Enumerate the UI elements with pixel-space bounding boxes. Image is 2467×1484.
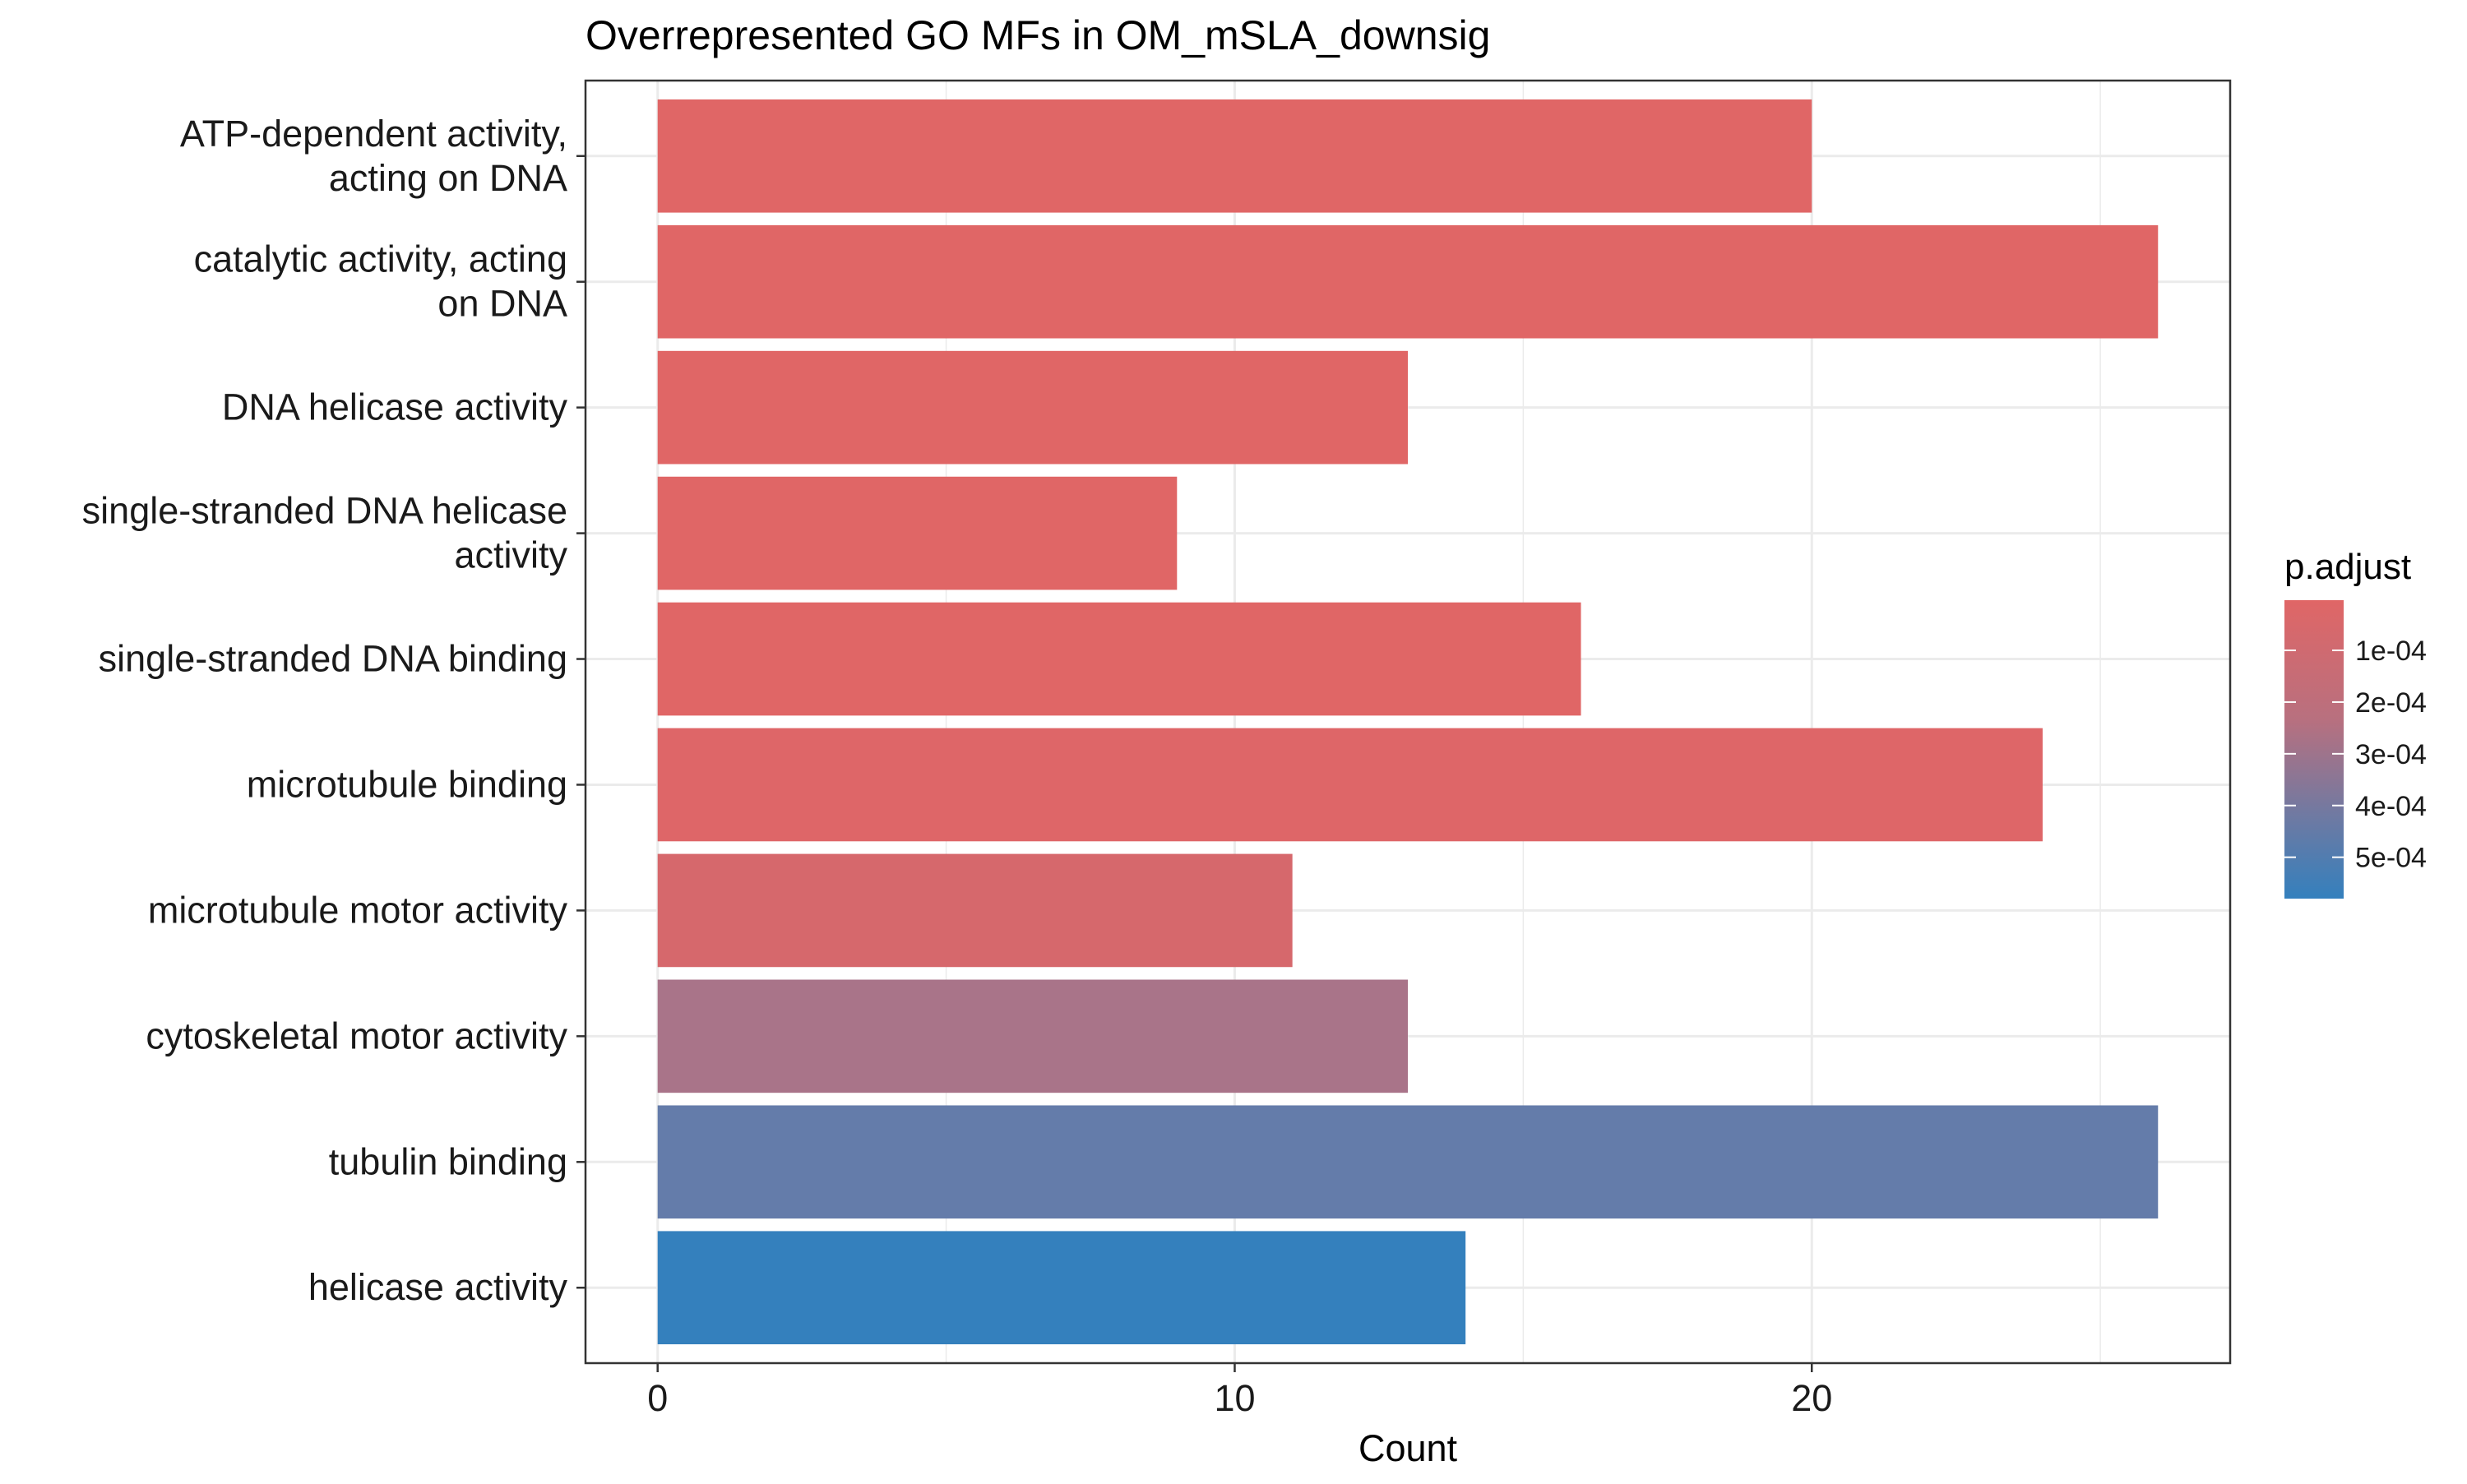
- y-axis: ATP-dependent activity, acting on DNA cata…: [82, 113, 586, 1308]
- y-tick-label: catalytic activity, acting on DNA: [194, 238, 567, 325]
- bar: [657, 602, 1581, 716]
- legend: p.adjust 1e-04 2e-04 3e-04 4e-04 5e-04: [2284, 547, 2427, 899]
- plot-panel-border: [584, 79, 2232, 1365]
- legend-tick-label: 2e-04: [2355, 687, 2427, 719]
- legend-tick-label: 5e-04: [2355, 843, 2427, 874]
- bar: [657, 476, 1178, 590]
- bar: [657, 99, 1812, 213]
- y-tick-label: microtubule binding: [247, 763, 567, 805]
- legend-title: p.adjust: [2284, 547, 2411, 587]
- y-tick-label: ATP-dependent activity, acting on DNA: [180, 113, 567, 199]
- bar: [657, 1105, 2159, 1219]
- y-tick-label: single-stranded DNA binding: [99, 638, 567, 680]
- bar: [657, 728, 2043, 842]
- x-tick-label: 10: [1214, 1377, 1255, 1419]
- legend-tick-label: 1e-04: [2355, 636, 2427, 667]
- legend-colorbar: [2284, 600, 2344, 899]
- y-tick-label: helicase activity: [308, 1266, 568, 1308]
- legend-tick-label: 4e-04: [2355, 791, 2427, 822]
- bar: [657, 350, 1408, 465]
- x-tick-label: 20: [1791, 1377, 1832, 1419]
- x-axis: 0 10 20: [647, 1363, 1832, 1419]
- y-tick-label: microtubule motor activity: [148, 889, 568, 931]
- y-tick-label: DNA helicase activity: [222, 386, 568, 428]
- bar: [657, 979, 1408, 1093]
- y-tick-label: single-stranded DNA helicase activity: [82, 490, 568, 576]
- bar: [657, 853, 1293, 968]
- bars: [657, 99, 2159, 1345]
- bar: [657, 1231, 1466, 1345]
- x-axis-title: Count: [1358, 1427, 1458, 1469]
- x-tick-label: 0: [647, 1377, 668, 1419]
- y-tick-label: cytoskeletal motor activity: [146, 1015, 567, 1056]
- chart-title: Overrepresented GO MFs in OM_mSLA_downsi…: [586, 12, 1490, 58]
- legend-tick-label: 3e-04: [2355, 739, 2427, 770]
- bar: [657, 224, 2159, 339]
- y-tick-label: tubulin binding: [329, 1140, 567, 1182]
